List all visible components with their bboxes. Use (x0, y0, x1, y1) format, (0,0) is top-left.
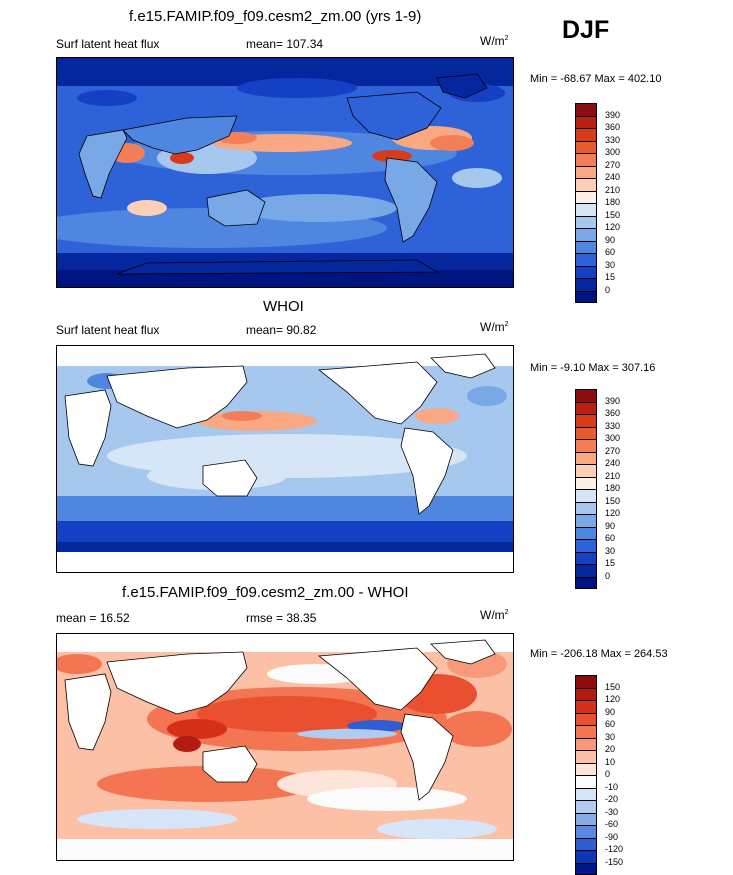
colorbar-tick-label: 240 (605, 172, 620, 182)
colorbar-tick-label: 30 (605, 260, 615, 270)
panel2-minmax: Min = -9.10 Max = 307.16 (530, 362, 655, 374)
panel1-minmax: Min = -68.67 Max = 402.10 (530, 73, 661, 85)
colorbar-tick-label: 60 (605, 533, 615, 543)
colorbar-tick-label: 330 (605, 135, 620, 145)
colorbar-tick-label: 30 (605, 732, 615, 742)
colorbar-tick-label: -20 (605, 794, 618, 804)
panel1-units: W/m2 (480, 34, 509, 48)
colorbar-tick-label: 390 (605, 396, 620, 406)
colorbar-tick-label: 210 (605, 471, 620, 481)
panel2-map (56, 345, 514, 573)
colorbar-tick-label: 20 (605, 744, 615, 754)
colorbar-tick-label: 30 (605, 546, 615, 556)
panel2-colorbar-frame (575, 389, 597, 589)
panel3-map-field (57, 634, 514, 861)
colorbar-tick-label: 360 (605, 122, 620, 132)
colorbar-tick-label: 240 (605, 458, 620, 468)
colorbar-tick-label: 300 (605, 433, 620, 443)
colorbar-tick-label: 150 (605, 496, 620, 506)
panel2-title: WHOI (263, 298, 304, 315)
panel1-map (56, 57, 514, 288)
panel3-mean-label: mean = 16.52 (56, 611, 130, 625)
colorbar-tick-label: 330 (605, 421, 620, 431)
colorbar-tick-label: 270 (605, 160, 620, 170)
colorbar-tick-label: 300 (605, 147, 620, 157)
colorbar-tick-label: 180 (605, 197, 620, 207)
colorbar-tick-label: -120 (605, 844, 623, 854)
colorbar-tick-label: 60 (605, 247, 615, 257)
colorbar-tick-label: 210 (605, 185, 620, 195)
colorbar-tick-label: 390 (605, 110, 620, 120)
panel1-variable-label: Surf latent heat flux (56, 37, 159, 51)
panel1-map-field (57, 58, 514, 288)
colorbar-tick-label: 90 (605, 707, 615, 717)
colorbar-tick-label: 0 (605, 285, 610, 295)
panel3-rmse-label: rmse = 38.35 (246, 611, 316, 625)
panel3-map (56, 633, 514, 861)
colorbar-tick-label: 150 (605, 682, 620, 692)
colorbar-tick-label: 90 (605, 235, 615, 245)
colorbar-tick-label: 15 (605, 558, 615, 568)
colorbar-tick-label: 0 (605, 769, 610, 779)
colorbar-tick-label: 180 (605, 483, 620, 493)
panel1-title: f.e15.FAMIP.f09_f09.cesm2_zm.00 (yrs 1-9… (129, 8, 421, 25)
panel3-title: f.e15.FAMIP.f09_f09.cesm2_zm.00 - WHOI (122, 584, 409, 601)
colorbar-tick-label: 60 (605, 719, 615, 729)
colorbar-tick-label: 15 (605, 272, 615, 282)
panel3-units: W/m2 (480, 608, 509, 622)
colorbar-tick-label: 120 (605, 694, 620, 704)
panel1-mean-label: mean= 107.34 (246, 37, 323, 51)
panel2-map-field (57, 346, 514, 573)
panel2-variable-label: Surf latent heat flux (56, 323, 159, 337)
panel3-colorbar-frame (575, 675, 597, 875)
colorbar-tick-label: 270 (605, 446, 620, 456)
colorbar-tick-label: 10 (605, 757, 615, 767)
colorbar-tick-label: 360 (605, 408, 620, 418)
panel3-minmax: Min = -206.18 Max = 264.53 (530, 648, 668, 660)
colorbar-tick-label: -60 (605, 819, 618, 829)
colorbar-tick-label: -10 (605, 782, 618, 792)
colorbar-tick-label: 150 (605, 210, 620, 220)
panel1-colorbar-frame (575, 103, 597, 303)
panel2-units: W/m2 (480, 320, 509, 334)
colorbar-tick-label: -30 (605, 807, 618, 817)
colorbar-tick-label: 120 (605, 222, 620, 232)
colorbar-tick-label: -150 (605, 857, 623, 867)
panel2-mean-label: mean= 90.82 (246, 323, 316, 337)
colorbar-tick-label: 90 (605, 521, 615, 531)
colorbar-tick-label: 120 (605, 508, 620, 518)
season-label: DJF (562, 16, 609, 45)
colorbar-tick-label: -90 (605, 832, 618, 842)
colorbar-tick-label: 0 (605, 571, 610, 581)
